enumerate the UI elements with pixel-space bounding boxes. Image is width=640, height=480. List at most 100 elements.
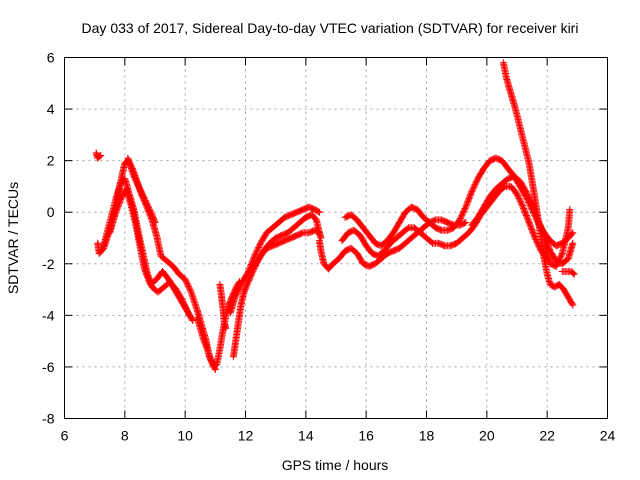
data-point [522,188,530,196]
data-point [138,189,146,197]
data-point [254,245,262,253]
data-point [133,178,141,186]
data-point [222,324,230,332]
data-point [566,206,574,214]
data-point [136,185,144,193]
data-point [459,209,467,217]
data-point [527,223,535,231]
series-G [216,280,230,332]
data-point [470,182,478,190]
data-point [135,182,143,190]
data-point [211,366,219,373]
data-point [186,313,194,321]
series-J [251,226,323,270]
data-point [151,219,159,226]
y-tick-label: -2 [42,256,55,272]
data-point [516,197,524,205]
data-point [253,248,261,256]
data-point [525,193,533,201]
x-tick-label: 10 [177,428,193,444]
data-point [472,179,480,187]
data-point [470,183,478,191]
data-point [570,270,578,278]
data-point [569,239,577,247]
data-point [315,229,323,237]
series-A [92,149,105,162]
data-point [183,278,190,286]
data-point [252,249,260,257]
data-point [569,269,577,277]
data-point [139,191,147,199]
data-point [142,198,150,206]
x-axis-label: GPS time / hours [282,457,389,473]
data-point [124,154,132,162]
data-point [132,176,140,184]
x-tick-label: 12 [238,428,254,444]
chart-title: Day 033 of 2017, Sidereal Day-to-day VTE… [82,20,579,36]
data-point [140,194,148,202]
series-P [540,206,574,270]
data-point [527,198,535,206]
series-F [193,314,219,373]
data-point [458,212,466,220]
data-point [182,277,190,285]
data-point [531,234,539,242]
data-point [314,208,322,216]
data-point [460,207,468,215]
y-tick-label: -4 [42,307,55,323]
data-point [516,196,524,204]
x-tick-label: 6 [61,428,69,444]
x-tick-label: 18 [419,428,435,444]
series-D [106,185,195,322]
y-tick-label: -6 [42,359,55,375]
data-point [568,300,576,308]
data-series [92,59,578,373]
data-point [527,199,535,207]
series-E [124,154,159,226]
x-tick-label: 20 [479,428,495,444]
data-point [552,262,560,270]
y-tick-label: 2 [47,153,55,169]
data-point [569,229,577,237]
data-point [143,199,151,207]
data-point [187,287,194,295]
data-point [457,213,465,221]
y-tick-label: 0 [47,204,55,220]
y-tick-label: -8 [42,411,55,427]
data-point [315,208,323,216]
data-point [131,174,139,181]
data-point [472,178,480,186]
data-point [140,265,148,273]
y-axis-label: SDTVAR / TECUs [5,182,21,294]
data-point [525,195,533,203]
data-point [558,251,566,259]
grid [64,57,608,419]
y-tick-label: 4 [47,101,55,117]
data-point [514,192,522,200]
data-point [518,202,526,210]
x-tick-label: 8 [121,428,129,444]
data-point [462,219,470,226]
data-point [554,260,562,267]
data-point [468,186,476,194]
data-point [187,314,195,322]
data-point [147,208,155,216]
x-tick-label: 24 [600,428,616,444]
data-point [145,204,153,212]
data-point [134,181,142,189]
data-point [462,203,470,211]
data-point [184,281,192,289]
data-point [185,282,192,290]
series-M [341,154,577,250]
plot-frame [64,57,608,419]
data-point [146,207,154,214]
data-point [96,152,104,160]
data-point [130,172,138,180]
data-point [97,152,105,159]
data-point [255,244,263,251]
series-Q [558,268,578,278]
data-point [117,196,125,204]
data-point [556,254,564,262]
data-point [314,228,322,236]
